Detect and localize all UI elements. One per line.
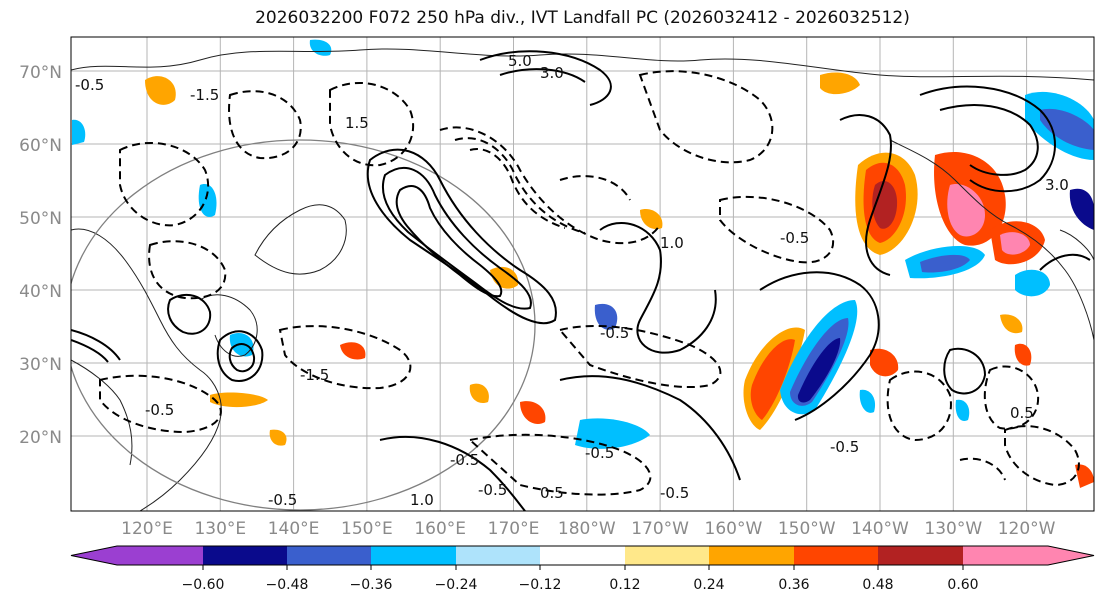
lon-label: 170°E <box>488 519 540 539</box>
contour-label: 3.0 <box>1045 176 1069 194</box>
contour-label: 1.5 <box>345 114 369 132</box>
colorbar-tick-label: 0.60 <box>947 577 978 593</box>
lon-label: 150°W <box>778 519 836 539</box>
coastlines <box>71 48 1094 511</box>
colorbar-bin <box>709 546 794 565</box>
colorbar-bin <box>456 546 540 565</box>
contour-label-group: -0.5 -1.5 1.5 1.0 -0.5 3.0 5.0 3.0 -1.5 … <box>75 52 1069 509</box>
colorbar-tick-label: −0.60 <box>182 577 225 593</box>
contour-label: 1.0 <box>660 234 684 252</box>
colorbar-tick-label: 0.12 <box>609 577 640 593</box>
lon-label: 130°W <box>924 519 982 539</box>
contour-label: -0.5 <box>478 481 507 499</box>
lat-label: 30°N <box>19 355 62 375</box>
contour-label: -0.5 <box>268 491 297 509</box>
colorbar-outline <box>70 545 1095 566</box>
contour-label: 1.0 <box>410 491 434 509</box>
lat-label: 20°N <box>19 428 62 448</box>
lat-label: 70°N <box>19 63 62 83</box>
contour-label: 0.5 <box>540 484 564 502</box>
colorbar-tick-label: 0.48 <box>862 577 893 593</box>
colorbar-bin <box>540 546 625 565</box>
lat-label: 40°N <box>19 282 62 302</box>
lon-label: 180°W <box>558 519 616 539</box>
lon-label: 150°E <box>341 519 393 539</box>
contour-label: 3.0 <box>540 64 564 82</box>
contour-label: -1.5 <box>190 86 219 104</box>
lon-label: 140°E <box>268 519 320 539</box>
positive-contours <box>71 50 1091 511</box>
lat-label: 50°N <box>19 209 62 229</box>
colorbar-tick-label: −0.48 <box>266 577 309 593</box>
lon-label: 120°E <box>121 519 173 539</box>
negative-contours <box>99 70 1080 496</box>
lon-label: 130°E <box>194 519 246 539</box>
colorbar-tick-label: −0.24 <box>435 577 478 593</box>
contour-label: -0.5 <box>75 76 104 94</box>
contour-label: -0.5 <box>660 484 689 502</box>
colorbar-bin <box>287 546 371 565</box>
contour-label: -1.5 <box>300 366 329 384</box>
contour-label: -0.5 <box>450 451 479 469</box>
shading-layer <box>72 39 1094 488</box>
lon-label: 170°W <box>631 519 689 539</box>
latitude-axis: 70°N 60°N 50°N 40°N 30°N 20°N <box>19 63 62 448</box>
colorbar-bin <box>203 546 287 565</box>
colorbar-tick-label: 0.36 <box>778 577 809 593</box>
longitude-axis: 120°E 130°E 140°E 150°E 160°E 170°E 180°W 170°W… <box>121 519 1056 539</box>
contour-label: -0.5 <box>145 401 174 419</box>
contour-label: -0.5 <box>780 229 809 247</box>
contour-label: -0.5 <box>585 444 614 462</box>
map-frame <box>70 36 1095 512</box>
map-title: 2026032200 F072 250 hPa div., IVT Landfa… <box>255 8 910 28</box>
contour-label: 0.5 <box>1010 404 1034 422</box>
colorbar-bin <box>794 546 878 565</box>
colorbar-bin <box>625 546 709 565</box>
contour-label: -0.5 <box>600 324 629 342</box>
lat-label: 60°N <box>19 136 62 156</box>
colorbar: −0.60 −0.48 −0.36 −0.24 −0.12 0.12 0.24 0.36 0.4… <box>70 545 1095 593</box>
lon-label: 120°W <box>998 519 1056 539</box>
lon-label: 140°W <box>851 519 909 539</box>
colorbar-bin <box>878 546 963 565</box>
colorbar-tick-label: −0.12 <box>519 577 562 593</box>
colorbar-tick-label: −0.36 <box>350 577 393 593</box>
contour-label: 5.0 <box>508 52 532 70</box>
colorbar-tick-label: 0.24 <box>693 577 724 593</box>
lon-label: 160°E <box>414 519 466 539</box>
colorbar-bin <box>371 546 456 565</box>
colorbar-extend-high <box>963 546 1094 565</box>
colorbar-extend-low <box>71 546 203 565</box>
contour-label: -0.5 <box>830 438 859 456</box>
region-arc <box>71 139 536 511</box>
lon-label: 160°W <box>705 519 763 539</box>
